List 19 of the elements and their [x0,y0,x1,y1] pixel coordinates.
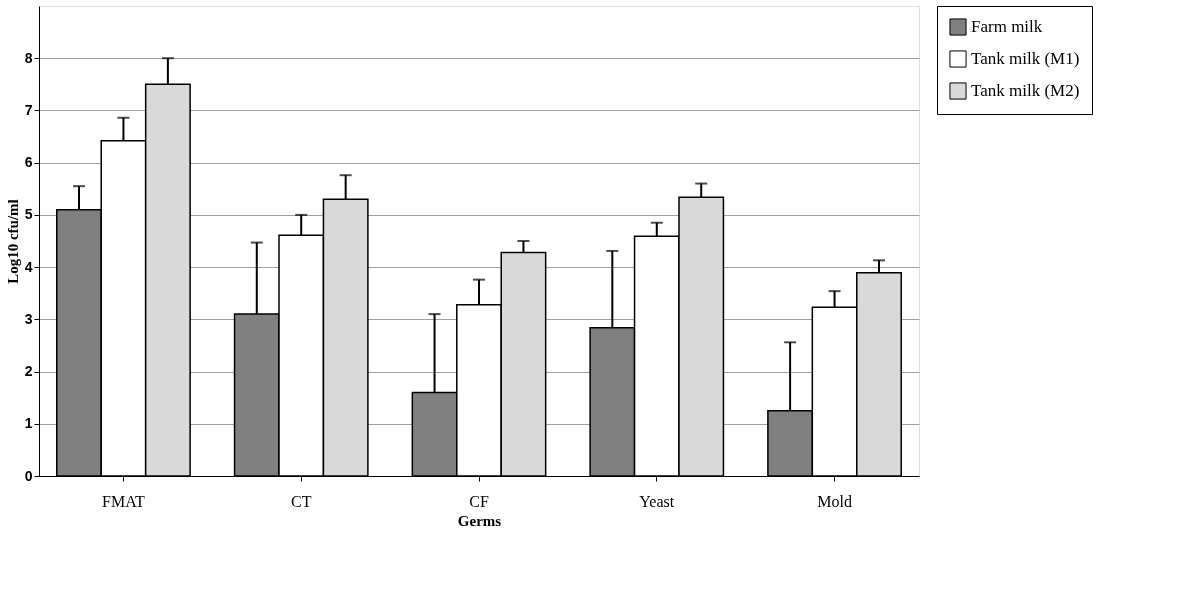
y-tick-label: 6 [24,154,33,171]
x-tick-label: CT [291,492,312,510]
x-tick-label: CF [469,492,489,510]
y-tick-label: 2 [24,363,33,380]
legend-label: Tank milk (M2) [971,81,1080,100]
y-tick-label: 1 [24,415,33,432]
x-tick-label: Yeast [639,492,675,510]
x-axis-title: Germs [457,512,502,529]
y-tick-label: 4 [24,258,33,275]
legend-label: Tank milk (M1) [971,49,1080,68]
y-tick-label: 3 [24,310,33,327]
x-tick-label: FMAT [102,492,146,510]
y-axis-title: Log10 cfu/ml [4,199,21,284]
y-tick-label: 7 [24,101,33,118]
legend-label: Farm milk [971,17,1043,36]
y-tick-label: 8 [24,49,33,66]
x-tick-label: Mold [817,492,852,510]
y-tick-label: 0 [24,467,33,484]
y-tick-label: 5 [24,206,33,223]
